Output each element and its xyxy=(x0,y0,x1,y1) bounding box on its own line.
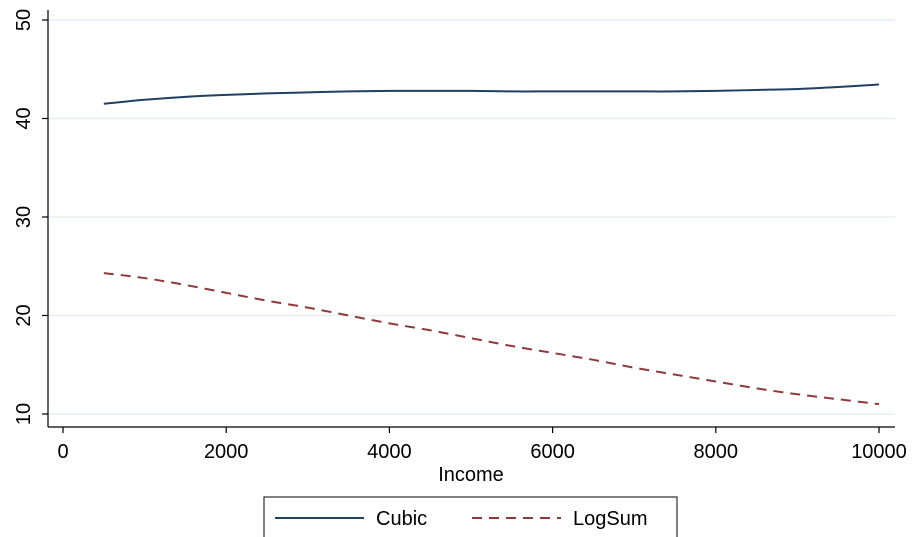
y-tick-label-20: 20 xyxy=(13,304,35,326)
legend: Cubic LogSum xyxy=(263,496,678,537)
legend-label-cubic: Cubic xyxy=(376,508,427,530)
legend-label-logsum: LogSum xyxy=(573,508,648,530)
x-tick-label-8000: 8000 xyxy=(694,441,739,463)
x-axis-ticks: 0 2000 4000 6000 8000 10000 xyxy=(57,427,907,463)
grid-lines xyxy=(48,19,895,415)
x-tick-label-4000: 4000 xyxy=(367,441,412,463)
series-line-cubic xyxy=(103,83,880,105)
legend-box xyxy=(263,496,678,537)
y-tick-label-40: 40 xyxy=(13,107,35,129)
x-tick-label-2000: 2000 xyxy=(204,441,249,463)
x-tick-label-6000: 6000 xyxy=(530,441,575,463)
y-tick-label-30: 30 xyxy=(13,206,35,228)
y-axis-ticks: 10 20 30 40 50 xyxy=(13,9,48,425)
x-tick-label-10000: 10000 xyxy=(851,441,907,463)
x-tick-label-0: 0 xyxy=(57,441,68,463)
series-layer xyxy=(103,83,880,406)
y-tick-label-10: 10 xyxy=(13,403,35,425)
y-tick-label-50: 50 xyxy=(13,9,35,31)
x-axis-title: Income xyxy=(438,464,504,486)
series-line-logsum xyxy=(103,272,880,406)
